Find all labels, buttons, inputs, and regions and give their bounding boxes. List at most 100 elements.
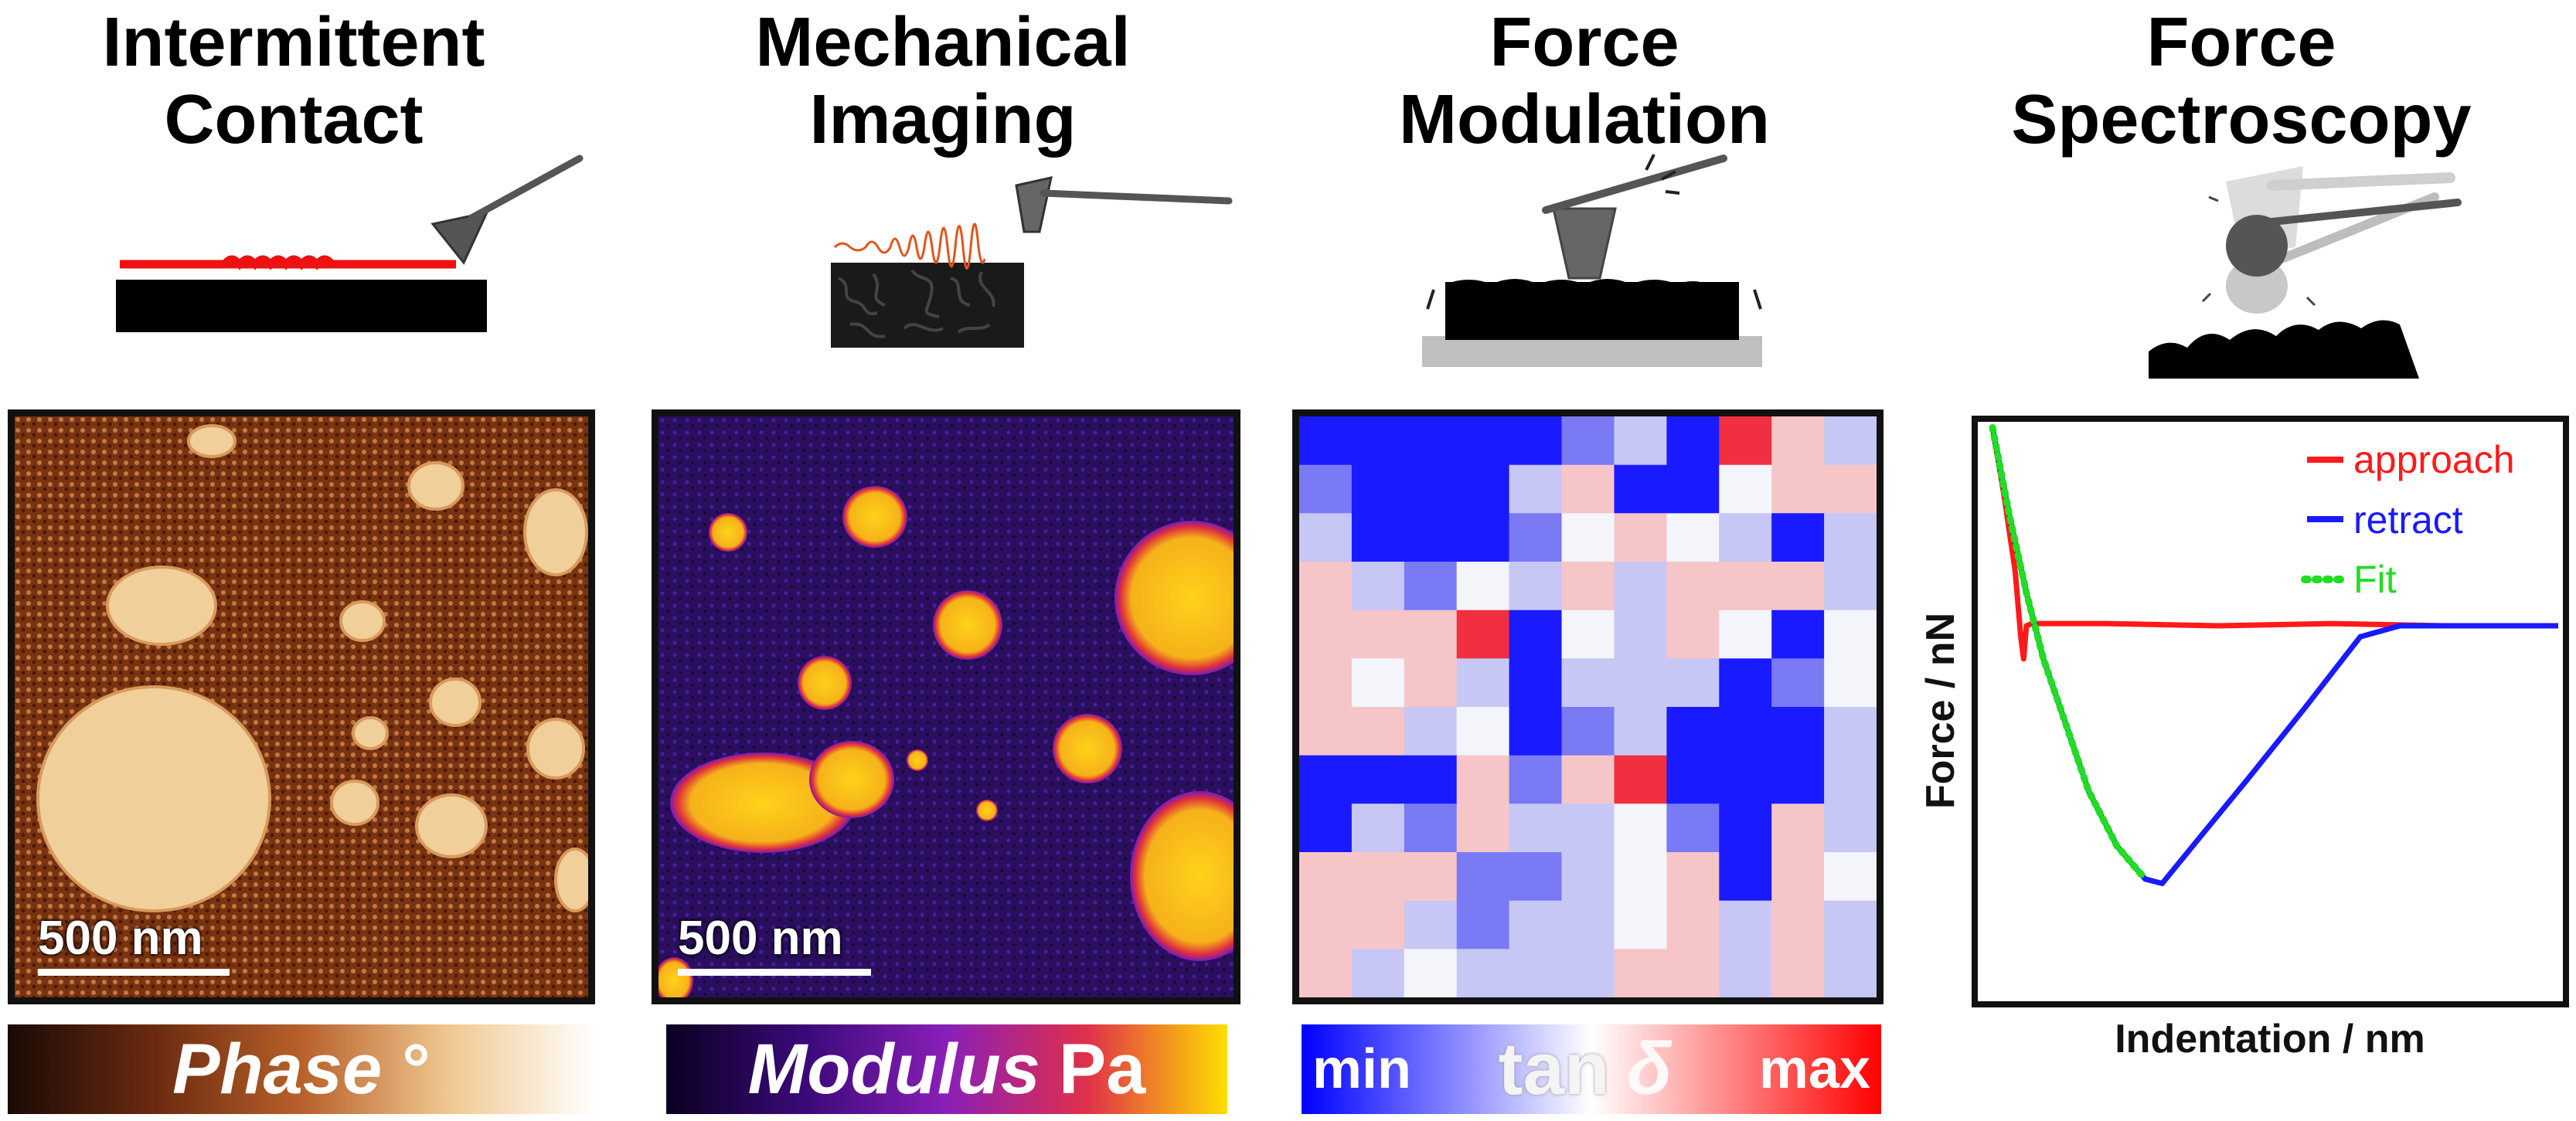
heatmap-cell (1614, 900, 1668, 950)
heatmap-cell (1456, 707, 1510, 756)
cantilever (468, 155, 584, 222)
heatmap-cell (1771, 707, 1826, 756)
heatmap-cell (1561, 949, 1615, 997)
heatmap-cell (1561, 513, 1615, 562)
heatmap-cell (1614, 562, 1668, 611)
title-line-1: Force (1489, 4, 1679, 81)
heatmap-cell (1509, 900, 1563, 950)
domain (1053, 714, 1122, 783)
heatmap-cell (1771, 755, 1826, 805)
domain (526, 718, 585, 780)
heatmap-cell (1351, 949, 1405, 997)
heatmap-cell (1561, 416, 1615, 466)
heatmap-cell (1404, 755, 1458, 805)
domain (798, 656, 852, 710)
domain (339, 600, 386, 642)
domain (330, 780, 379, 826)
heatmap-cell (1351, 610, 1405, 660)
domain (415, 793, 488, 858)
heatmap-cell (1351, 513, 1405, 562)
heatmap-cell (1299, 658, 1353, 708)
heatmap-cell (1299, 803, 1353, 853)
heatmap-cell (1771, 949, 1826, 997)
heatmap-cell (1614, 658, 1668, 708)
heatmap-cell (1771, 610, 1826, 660)
heatmap-cell (1561, 658, 1615, 708)
heatmap-cell (1771, 852, 1826, 902)
heatmap-cell (1456, 562, 1510, 611)
tan-delta-min-label: min (1312, 1038, 1412, 1100)
heatmap-cell (1771, 900, 1826, 950)
heatmap-cell (1771, 562, 1826, 611)
plot-frame (1972, 416, 2569, 1007)
heatmap-cell (1771, 464, 1826, 515)
heatmap-cell (1561, 464, 1615, 515)
heatmap-cell (1404, 852, 1458, 902)
heatmap-cell (1509, 416, 1563, 466)
legend: approach retract Fit (2301, 438, 2515, 601)
phase-image (15, 416, 588, 997)
heatmap-cell (1509, 610, 1563, 660)
heatmap-cell (1404, 658, 1458, 708)
heatmap-cell (1456, 949, 1510, 997)
heatmap-cell (1299, 949, 1353, 997)
cantilever (1542, 155, 1727, 214)
title-line-2: Contact (164, 81, 424, 158)
domain (709, 513, 747, 552)
heatmap-cell (1614, 803, 1668, 853)
heatmap-cell (1561, 707, 1615, 756)
heatmap-cell (1719, 562, 1773, 611)
scale-bar-label: 500 nm (678, 912, 843, 965)
heatmap-cell (1824, 900, 1877, 950)
heatmap-cell (1771, 513, 1826, 562)
heatmap-cell (1351, 562, 1405, 611)
heatmap-cell (1771, 658, 1826, 708)
domain (976, 800, 998, 821)
heatmap-cell (1824, 803, 1877, 853)
heatmap-cell (1666, 658, 1720, 708)
heatmap-cell (1614, 852, 1668, 902)
heatmap-cell (1719, 610, 1773, 660)
modulus-colorbar-unit: Pa (1058, 1029, 1146, 1109)
heatmap-cell (1561, 803, 1615, 853)
scale-bar-label: 500 nm (38, 912, 203, 965)
tan-delta-colorbar: min tan δ max (1302, 1024, 1881, 1114)
heatmap-cell (1719, 852, 1773, 902)
delta-symbol: δ (1626, 1028, 1673, 1110)
heatmap-cell (1299, 755, 1353, 805)
domain (933, 590, 1002, 660)
title-intermittent-contact: Intermittent Contact (15, 4, 572, 158)
heatmap-cell (1456, 416, 1510, 466)
heatmap-cell (1351, 464, 1405, 515)
heatmap-cell (1614, 707, 1668, 756)
heatmap-cell (1351, 803, 1405, 853)
heatmap-cell (1509, 949, 1563, 997)
heatmap-cell (1299, 707, 1353, 756)
sample-texture (837, 269, 995, 338)
series-fit-line (1989, 424, 2149, 883)
phase-colorbar-label: Phase (172, 1029, 383, 1109)
domain (429, 678, 482, 727)
heatmap-cell (1456, 464, 1510, 515)
title-line-2: Imaging (809, 81, 1077, 158)
title-force-spectroscopy: Force Spectroscopy (1963, 4, 2520, 158)
heatmap-cell (1824, 949, 1877, 997)
title-line-1: Mechanical (755, 4, 1131, 81)
domain (1130, 791, 1234, 961)
cantilever (2261, 199, 2462, 226)
sample-block (1445, 282, 1739, 340)
heatmap-cell (1614, 416, 1668, 466)
phase-colorbar: Phase ° (8, 1024, 595, 1114)
domain (658, 957, 693, 997)
y-axis-label: Force / nN (1918, 613, 1963, 809)
legend-fit-label: Fit (2353, 558, 2397, 601)
heatmap-cell (1299, 513, 1353, 562)
sample-surface (2149, 320, 2419, 379)
heatmap-cell (1509, 464, 1563, 515)
title-mechanical-imaging: Mechanical Imaging (665, 4, 1221, 158)
heatmap-cell (1824, 610, 1877, 660)
heatmap-cell (1404, 513, 1458, 562)
oscillation-trace (833, 223, 986, 270)
afm-tip (1015, 176, 1053, 233)
heatmap-cell (1666, 707, 1720, 756)
